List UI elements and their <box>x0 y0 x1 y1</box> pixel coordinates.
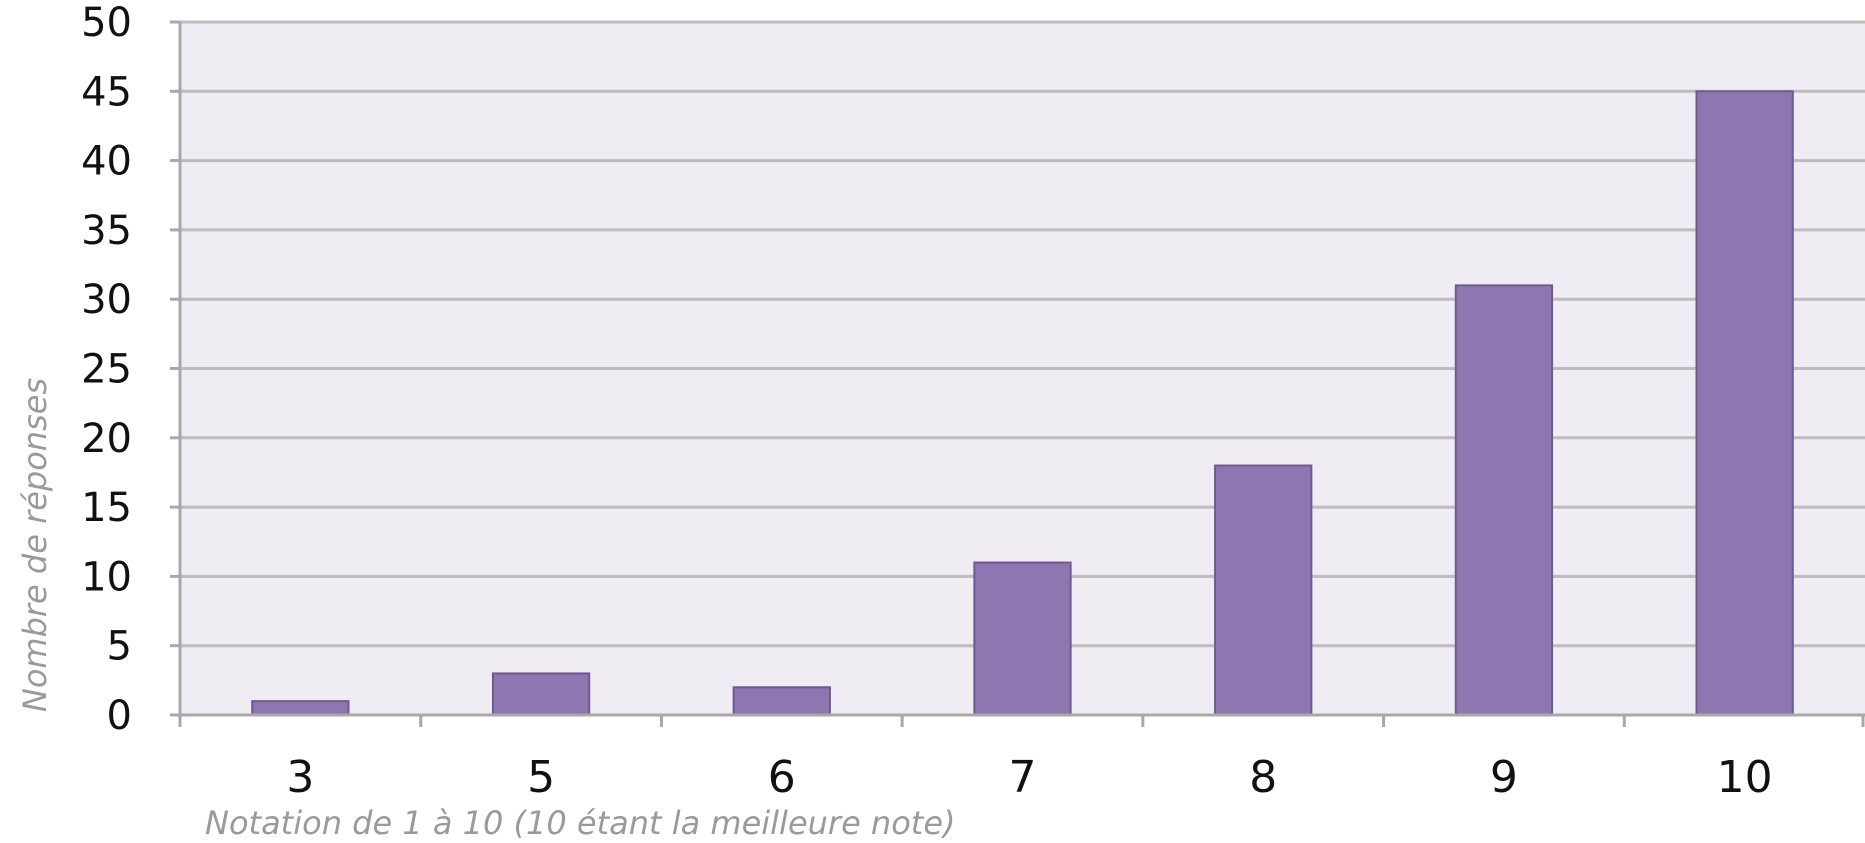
y-tick-label: 50 <box>81 0 132 46</box>
y-tick-label: 20 <box>81 416 132 462</box>
x-tick-label: 7 <box>1009 752 1037 803</box>
x-tick-label: 8 <box>1249 752 1277 803</box>
y-tick-label: 0 <box>107 693 132 739</box>
y-tick-label: 5 <box>107 624 132 670</box>
bar <box>1695 90 1794 717</box>
y-tick-label: 15 <box>81 485 132 531</box>
x-tick-label: 5 <box>527 752 555 803</box>
x-tick-label: 10 <box>1717 752 1773 803</box>
x-tick-label: 3 <box>286 752 314 803</box>
axes <box>170 20 1865 727</box>
y-tick-label: 45 <box>81 69 132 115</box>
bar <box>491 672 591 716</box>
y-axis-title: Nombre de réponses <box>16 378 54 712</box>
bar <box>1214 464 1313 716</box>
y-tick-label: 40 <box>81 139 132 185</box>
x-tick-label: 6 <box>768 752 796 803</box>
bars <box>251 90 1794 717</box>
y-tick-labels: 0 5 10 15 20 25 30 35 40 45 50 <box>81 0 132 739</box>
bar <box>251 700 350 717</box>
x-axis-title: Notation de 1 à 10 (10 étant la meilleur… <box>205 804 956 842</box>
x-tick-labels: 3 5 6 7 8 9 10 <box>286 752 1772 803</box>
y-tick-label: 25 <box>81 347 132 393</box>
bar <box>1454 284 1554 716</box>
y-tick-label: 10 <box>81 554 132 600</box>
y-tick-label: 30 <box>81 277 132 323</box>
bar <box>973 561 1072 716</box>
bar <box>732 686 831 717</box>
x-tick-label: 9 <box>1490 752 1518 803</box>
y-tick-label: 35 <box>81 208 132 254</box>
